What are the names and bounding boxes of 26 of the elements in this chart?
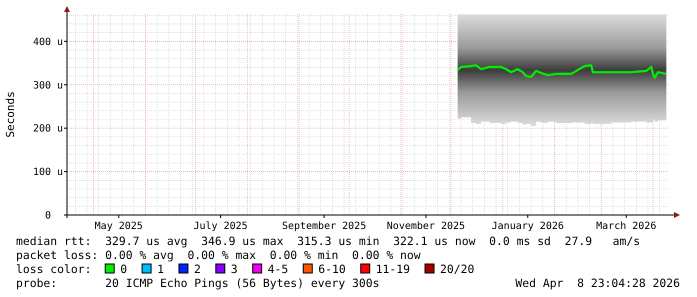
x-tick-label: March 2026 — [596, 221, 656, 232]
x-tick-label: July 2025 — [193, 221, 248, 232]
text: packet loss: 0.00 % avg 0.00 % max 0.00 % min 0.00 % now — [16, 248, 421, 262]
legend-label: 3 — [230, 262, 238, 276]
x-tick-label: November 2025 — [386, 221, 466, 232]
legend-label: 0 — [120, 262, 128, 276]
legend-label: 4-5 — [268, 262, 288, 276]
text: probe: 20 ICMP Echo Pings (56 Bytes) every 300s — [16, 276, 380, 290]
y-tick-label: 100 u — [32, 167, 64, 178]
legend-title: loss color: — [16, 262, 92, 276]
x-tick-label: September 2025 — [282, 221, 366, 232]
legend-label: 2 — [194, 262, 201, 276]
x-tick-label: May 2025 — [94, 221, 143, 232]
text: median rtt: 329.7 us avg 346.9 us max 315.3 us min 322.1 us now 0.0 ms sd 27.9 am/s — [16, 234, 640, 248]
text: Wed Apr 8 23:04:28 2026 — [515, 276, 680, 290]
y-tick-label: 400 u — [32, 36, 64, 48]
legend-label: 20/20 — [440, 262, 474, 276]
x-tick-label: January 2026 — [492, 221, 564, 232]
legend-label: 6-10 — [318, 262, 346, 276]
y-tick-label: 300 u — [32, 80, 64, 92]
legend-label: 1 — [157, 262, 164, 276]
y-tick-label: 0 — [44, 210, 52, 222]
line-series — [456, 64, 668, 79]
y-axis-title: Seconds — [4, 91, 17, 138]
y-tick-label: 200 u — [32, 124, 64, 135]
legend-label: 11-19 — [376, 262, 410, 276]
